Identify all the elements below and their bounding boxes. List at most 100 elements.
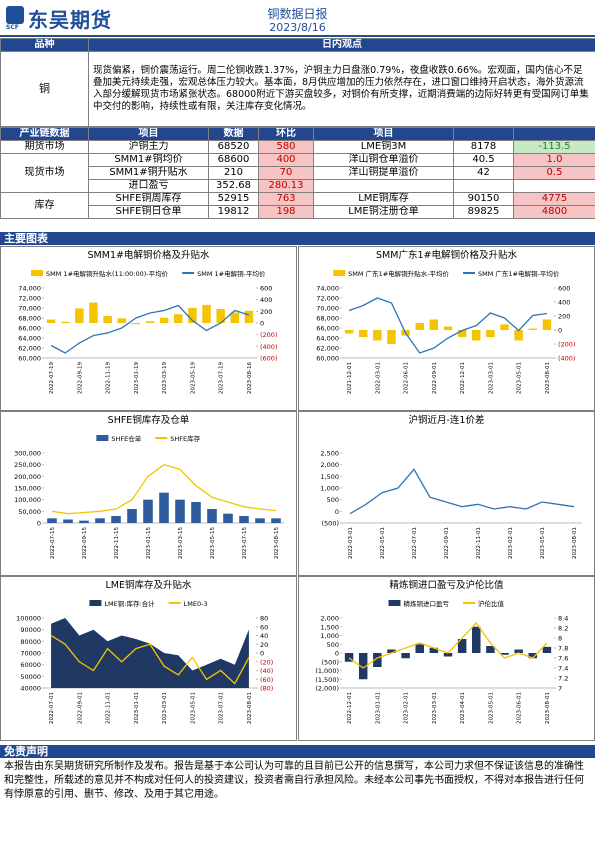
y2-tick-label: 0 xyxy=(260,320,264,328)
data-table: 产业链数据 项目 数据 环比 项目 期货市场 沪铜主力 68520 580 LME铜3M 8178-… xyxy=(0,127,595,219)
bar xyxy=(358,653,368,680)
x-tick-label: 2022-11-15 xyxy=(114,527,120,559)
y2-tick-label: 600 xyxy=(558,285,570,293)
change: 400 xyxy=(258,153,314,167)
bar xyxy=(223,513,233,523)
y-tick-label: 70000 xyxy=(20,650,41,658)
bar xyxy=(528,328,538,330)
table-row: 库存 SHFE铜周库存 52915 763 LME铜库存 90150 4775 xyxy=(0,192,595,219)
bar xyxy=(202,304,211,323)
chart: 沪铜近月-连1价差 (500) 0 500 1,000 1,500 2,000 2,500 20… xyxy=(298,411,595,576)
legend-swatch xyxy=(96,435,109,441)
y2-tick-label: (20) xyxy=(260,658,273,666)
y-tick-label: 64,000 xyxy=(316,335,339,343)
y-tick-label: 70,000 xyxy=(18,305,41,313)
x-tick-label: 2023-07-19 xyxy=(219,362,225,394)
chart: SHFE铜库存及仓单 0 50,000 100,000 150,000 200,000 25… xyxy=(0,411,297,576)
table-header xyxy=(513,127,595,141)
bar xyxy=(457,639,467,653)
view-header: 日内观点 xyxy=(88,38,595,52)
x-tick-label: 2022-11-19 xyxy=(106,362,112,394)
item: SHFE铜周库存 xyxy=(88,192,209,206)
chart-frame xyxy=(0,246,297,411)
item: LME铜3M xyxy=(313,140,454,154)
y-tick-label: 60000 xyxy=(20,661,41,669)
y-tick-label: 70,000 xyxy=(316,305,339,313)
y-tick-label: 300,000 xyxy=(14,450,41,458)
bar xyxy=(79,520,89,523)
bar xyxy=(472,330,481,341)
bar xyxy=(207,509,217,523)
y2-tick-label: 60 xyxy=(260,623,268,631)
x-tick-label: 2023-04-01 xyxy=(460,692,466,724)
change: 70 xyxy=(258,166,314,180)
y-tick-label: 0 xyxy=(335,508,339,516)
y-tick-label: 0 xyxy=(335,650,339,658)
bar xyxy=(271,518,281,523)
x-tick-label: 2023-07-01 xyxy=(219,692,225,724)
bar xyxy=(472,626,481,653)
x-tick-label: 2023-03-15 xyxy=(178,527,184,559)
bar xyxy=(47,518,57,523)
value: 52915 xyxy=(208,192,259,206)
legend-label: 沪伦比值 xyxy=(478,599,505,608)
bar xyxy=(175,499,185,523)
bar xyxy=(415,644,424,653)
bar xyxy=(387,649,396,653)
y-tick-label: 1,500 xyxy=(320,473,339,481)
y-tick-label: 66,000 xyxy=(18,325,41,333)
bar xyxy=(63,519,73,523)
section-header: 主要图表 xyxy=(0,232,595,245)
change: 198 xyxy=(258,205,314,219)
x-tick-label: 2022-09-01 xyxy=(432,362,438,394)
y2-tick-label: 8.4 xyxy=(558,615,568,623)
bar xyxy=(216,309,225,323)
y-tick-label: 1,500 xyxy=(320,623,339,631)
y-tick-label: 2,000 xyxy=(320,615,339,623)
bar xyxy=(500,653,509,655)
area xyxy=(51,618,249,688)
header-row: 产业链数据 项目 数据 环比 项目 xyxy=(0,127,595,141)
x-tick-label: 2023-08-01 xyxy=(545,362,551,394)
legend-label: SHFE库存 xyxy=(170,434,200,443)
x-tick-label: 2023-01-01 xyxy=(375,692,381,724)
bar xyxy=(111,516,121,523)
table-row: 现货市场 SMM1#铜均价 68600 400 洋山铜仓单溢价 40.5 1.0 xyxy=(0,153,595,193)
y2-tick-label: (400) xyxy=(260,343,277,351)
value: 90150 xyxy=(453,192,514,206)
bar xyxy=(542,319,552,330)
table-header xyxy=(453,127,514,141)
legend-label: 精炼铜进口盈亏 xyxy=(404,599,450,608)
view-table: 品种 日内观点 铜现货偏紧，铜价震荡运行。周二伦铜收跌1.37%，沪铜主力日盘涨0… xyxy=(0,38,595,127)
report-date: 2023/8/16 xyxy=(269,21,326,34)
item: 洋山铜提单溢价 xyxy=(313,166,454,180)
y2-tick-label: 7 xyxy=(558,685,562,693)
bar xyxy=(344,653,354,662)
table-row: 期货市场 沪铜主力 68520 580 LME铜3M 8178 -113.5 xyxy=(0,140,595,154)
change: 763 xyxy=(258,192,314,206)
legend-swatch xyxy=(388,600,401,606)
bar xyxy=(131,323,141,325)
legend-swatch xyxy=(333,270,346,276)
bar xyxy=(103,316,112,323)
table-header: 项目 xyxy=(313,127,454,141)
y-tick-label: 1,000 xyxy=(320,485,339,493)
x-tick-label: 2023-05-01 xyxy=(517,362,523,394)
bar xyxy=(75,308,84,323)
legend-label: LME0-3 xyxy=(184,600,208,608)
bar xyxy=(159,317,169,323)
x-tick-label: 2023-03-01 xyxy=(488,362,494,394)
y-tick-label: 90000 xyxy=(20,626,41,634)
y-tick-label: 50,000 xyxy=(18,508,41,516)
x-tick-label: 2022-09-19 xyxy=(77,362,83,394)
bar xyxy=(415,323,424,330)
bar xyxy=(143,499,153,523)
y2-tick-label: 40 xyxy=(260,632,268,640)
change: 280.13 xyxy=(258,179,314,193)
table-header: 数据 xyxy=(208,127,259,141)
y2-tick-label: (600) xyxy=(260,355,277,363)
line xyxy=(50,304,250,354)
x-tick-label: 2023-02-01 xyxy=(404,692,410,724)
value: 352.68 xyxy=(208,179,259,193)
bar xyxy=(358,330,368,337)
